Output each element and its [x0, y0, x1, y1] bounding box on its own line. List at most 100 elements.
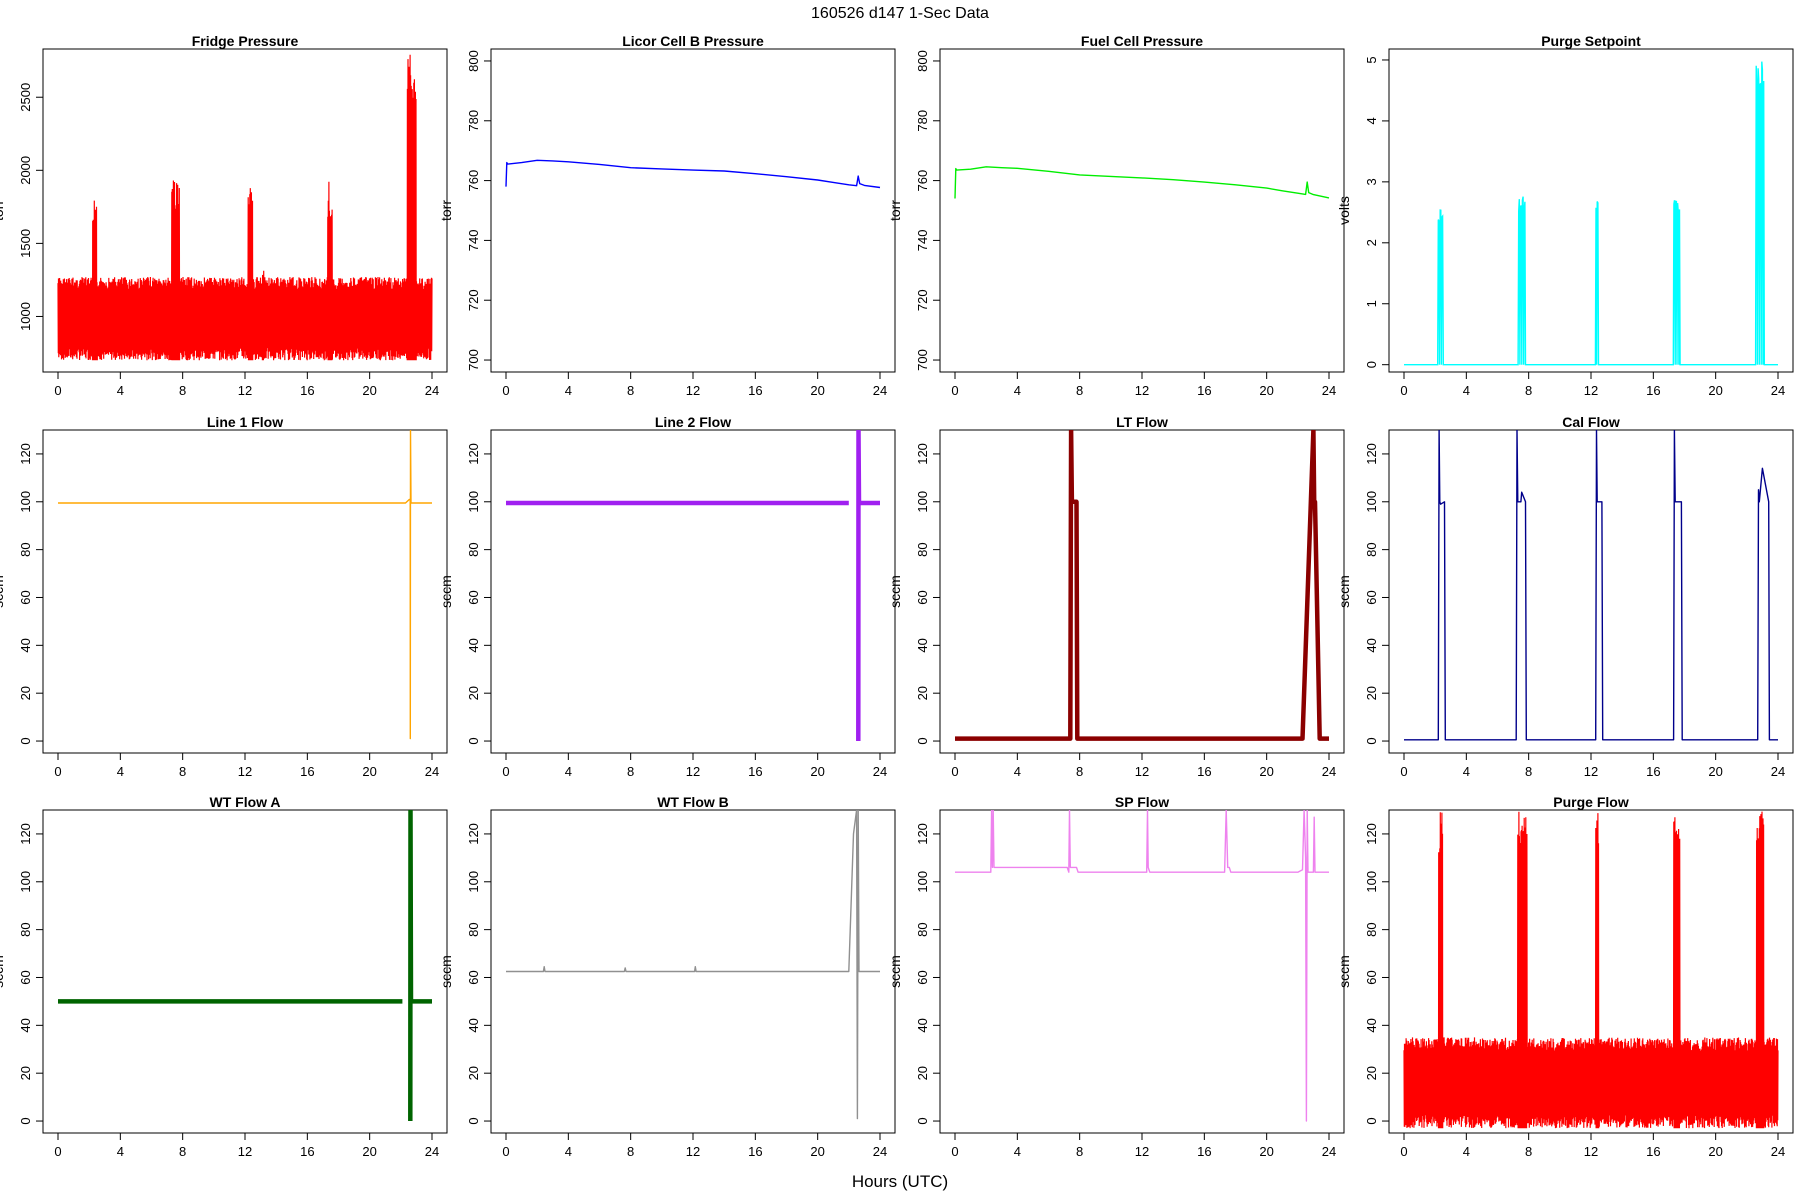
plot-frame	[1388, 429, 1794, 754]
y-axis-label: torr	[438, 200, 454, 221]
x-tick-label: 0	[1400, 764, 1407, 779]
x-tick-label: 12	[1584, 383, 1598, 398]
y-tick-label: 40	[1364, 638, 1379, 652]
x-tick-label: 20	[1259, 383, 1273, 398]
series-line	[1404, 430, 1778, 741]
x-tick-label: 4	[1463, 383, 1470, 398]
x-tick-label: 8	[179, 1144, 186, 1159]
y-tick-label: 0	[915, 737, 930, 744]
y-axis-label: sccm	[438, 575, 454, 608]
x-tick-label: 8	[179, 764, 186, 779]
x-tick-label: 0	[502, 764, 509, 779]
x-tick-label: 0	[951, 383, 958, 398]
y-tick-label: 0	[1364, 361, 1379, 368]
y-tick-label: 60	[915, 970, 930, 984]
y-axis-label: sccm	[0, 575, 6, 608]
series-area	[506, 810, 880, 1120]
y-tick-label: 0	[1364, 1117, 1379, 1124]
x-tick-label: 8	[1525, 764, 1532, 779]
y-tick-label: 740	[915, 230, 930, 252]
y-tick-label: 120	[466, 443, 481, 465]
x-tick-label: 4	[1463, 1144, 1470, 1159]
y-tick-label: 4	[1364, 117, 1379, 124]
x-tick-label: 20	[362, 383, 376, 398]
series-line	[57, 54, 433, 361]
x-tick-label: 20	[1708, 764, 1722, 779]
y-tick-label: 80	[18, 542, 33, 556]
y-tick-label: 5	[1364, 56, 1379, 63]
series-area	[1404, 61, 1778, 366]
panel-title: Line 1 Flow	[207, 414, 283, 430]
x-tick-label: 12	[238, 383, 252, 398]
series-line	[955, 430, 1329, 741]
y-tick-label: 720	[466, 289, 481, 311]
y-tick-label: 20	[18, 1066, 33, 1080]
x-tick-label: 20	[1259, 1144, 1273, 1159]
x-tick-label: 12	[1135, 383, 1149, 398]
y-tick-label: 60	[466, 970, 481, 984]
x-tick-label: 0	[54, 383, 61, 398]
x-tick-label: 8	[627, 764, 634, 779]
x-tick-label: 4	[117, 383, 124, 398]
panel-title: LT Flow	[1116, 414, 1168, 430]
x-tick-label: 24	[1322, 1144, 1336, 1159]
x-tick-label: 0	[951, 1144, 958, 1159]
y-tick-label: 60	[1364, 970, 1379, 984]
y-tick-label: 800	[915, 50, 930, 72]
series-line	[58, 810, 432, 1122]
x-tick-label: 16	[1197, 383, 1211, 398]
series-line	[1404, 61, 1778, 366]
panel-title: Licor Cell B Pressure	[622, 33, 764, 49]
figure-title: 160526 d147 1-Sec Data	[811, 5, 989, 22]
x-tick-label: 0	[1400, 383, 1407, 398]
x-tick-label: 8	[1076, 1144, 1083, 1159]
x-tick-label: 20	[1708, 383, 1722, 398]
panel-title: Fridge Pressure	[192, 33, 299, 49]
y-tick-label: 0	[18, 1117, 33, 1124]
x-tick-label: 16	[1646, 1144, 1660, 1159]
y-tick-label: 120	[1364, 823, 1379, 845]
x-tick-label: 12	[1135, 764, 1149, 779]
y-tick-label: 100	[466, 871, 481, 893]
series-area	[1404, 430, 1778, 741]
y-tick-label: 0	[915, 1117, 930, 1124]
y-tick-label: 60	[1364, 590, 1379, 604]
series-line	[954, 166, 1330, 199]
x-tick-label: 8	[179, 383, 186, 398]
y-tick-label: 80	[1364, 542, 1379, 556]
y-axis-label: sccm	[0, 955, 6, 988]
panel-title: Cal Flow	[1562, 414, 1620, 430]
x-tick-label: 16	[1646, 383, 1660, 398]
y-tick-label: 1	[1364, 300, 1379, 307]
series-line	[506, 810, 880, 1120]
panel-11: Purge Flow sccm 0 4 8 12 16 20 24 0 20 40 60 80 100 120	[1336, 794, 1794, 1159]
x-tick-label: 12	[1584, 764, 1598, 779]
y-tick-label: 20	[466, 1066, 481, 1080]
x-tick-label: 0	[502, 1144, 509, 1159]
x-tick-label: 20	[362, 1144, 376, 1159]
y-tick-label: 1000	[18, 302, 33, 331]
y-tick-label: 800	[466, 50, 481, 72]
y-axis-label: sccm	[1336, 575, 1352, 608]
x-tick-label: 4	[1014, 764, 1021, 779]
y-tick-label: 0	[1364, 737, 1379, 744]
y-tick-label: 120	[18, 443, 33, 465]
x-tick-label: 12	[686, 764, 700, 779]
y-tick-label: 60	[18, 970, 33, 984]
plot-frame	[42, 429, 448, 754]
plot-frame	[42, 809, 448, 1134]
y-axis-label: sccm	[887, 955, 903, 988]
y-tick-label: 740	[466, 230, 481, 252]
x-tick-label: 20	[362, 764, 376, 779]
y-tick-label: 40	[18, 638, 33, 652]
y-tick-label: 0	[18, 737, 33, 744]
y-tick-label: 3	[1364, 178, 1379, 185]
y-axis-label: sccm	[887, 575, 903, 608]
x-tick-label: 4	[117, 764, 124, 779]
y-tick-label: 760	[915, 170, 930, 192]
panel-0: Fridge Pressure torr 0 4 8 12 16 20 24 1000 1500 20…	[0, 33, 448, 398]
x-tick-label: 12	[1135, 1144, 1149, 1159]
x-tick-label: 16	[1197, 1144, 1211, 1159]
y-tick-label: 2500	[18, 83, 33, 112]
y-tick-label: 60	[915, 590, 930, 604]
